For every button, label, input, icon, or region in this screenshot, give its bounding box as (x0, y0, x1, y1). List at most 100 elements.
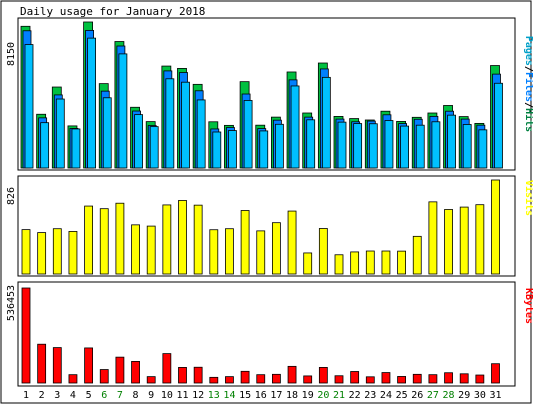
pages-bar-day-20 (321, 76, 331, 169)
pages-bar-day-25 (400, 125, 410, 169)
visits-bar-day-8 (131, 224, 140, 275)
day-label-9: 9 (148, 390, 154, 401)
visits-bar-day-3 (52, 228, 62, 275)
visits-bars (21, 179, 500, 275)
hits-panel-frame (17, 17, 516, 171)
visits-legend: Visits (523, 180, 533, 216)
kbytes-bar-day-23 (365, 376, 375, 384)
day-label-26: 26 (411, 390, 423, 401)
day-label-19: 19 (302, 390, 314, 401)
kbytes-legend: KBytes (523, 288, 533, 324)
pages-bar-day-30 (478, 129, 488, 169)
day-label-8: 8 (133, 390, 139, 401)
visits-bar-day-2 (37, 232, 47, 275)
visits-bar-day-10 (162, 204, 172, 275)
kbytes-y-max-label: 536453 (6, 285, 17, 321)
visits-bar-day-4 (68, 231, 78, 275)
kbytes-bar-day-1 (21, 287, 31, 384)
kbytes-bar-day-28 (444, 372, 453, 384)
kbytes-bar-day-15 (240, 370, 250, 384)
visits-bar-day-26 (412, 235, 422, 275)
kbytes-bar-day-16 (256, 374, 266, 384)
kbytes-bar-day-3 (52, 347, 62, 384)
kbytes-bar-day-9 (146, 376, 156, 384)
visits-bar-day-12 (193, 204, 203, 275)
visits-bar-day-28 (444, 209, 453, 275)
kbytes-panel-frame (17, 281, 516, 387)
pages-bar-day-28 (447, 114, 456, 169)
legend-part-0: Pages (523, 36, 533, 66)
day-axis-labels: 1 2 3 4 5 6 7 8 9 10 11 12 13 14 15 16 17 18 19 20 21 22 23 24 2… (23, 390, 502, 401)
legend-part-1: / (523, 66, 533, 72)
day-label-10: 10 (161, 390, 173, 401)
day-label-15: 15 (239, 390, 251, 401)
day-label-16: 16 (255, 390, 267, 401)
kbytes-bar-day-18 (287, 365, 297, 384)
pages-bar-day-26 (415, 124, 425, 169)
legend-part-2: Files (523, 72, 533, 102)
day-label-30: 30 (474, 390, 486, 401)
visits-bar-day-14 (225, 228, 234, 275)
pages-bar-day-21 (337, 121, 347, 169)
pages-bar-day-17 (274, 123, 284, 169)
day-label-4: 4 (70, 390, 76, 401)
visits-bar-day-6 (99, 208, 109, 275)
kbytes-bar-day-8 (131, 360, 140, 384)
visits-bar-day-24 (381, 250, 391, 275)
visits-bar-day-9 (146, 225, 156, 275)
kbytes-bar-day-29 (459, 373, 469, 384)
day-label-1: 1 (23, 390, 29, 401)
visits-bar-day-22 (350, 251, 360, 275)
pages-bar-day-19 (306, 119, 316, 169)
day-label-14: 14 (223, 390, 235, 401)
day-label-27: 27 (427, 390, 439, 401)
visits-bar-day-16 (256, 230, 266, 275)
kbytes-bar-day-20 (318, 367, 328, 384)
kbytes-bar-day-2 (37, 343, 47, 384)
day-label-18: 18 (286, 390, 298, 401)
pages-bar-day-24 (384, 120, 394, 169)
pages-bar-day-6 (102, 97, 112, 169)
pages-bar-day-2 (40, 122, 50, 169)
pages-bar-day-31 (494, 82, 503, 169)
visits-bar-day-29 (459, 206, 469, 275)
day-label-11: 11 (176, 390, 188, 401)
visits-bar-day-17 (271, 222, 281, 275)
kbytes-bar-day-12 (193, 366, 203, 384)
day-label-24: 24 (380, 390, 392, 401)
kbytes-bar-day-17 (271, 373, 281, 384)
pages-bar-day-23 (368, 123, 378, 169)
visits-bar-day-30 (475, 204, 485, 275)
day-label-13: 13 (208, 390, 220, 401)
day-label-28: 28 (443, 390, 455, 401)
kbytes-bar-day-31 (491, 363, 500, 384)
day-label-20: 20 (317, 390, 329, 401)
day-label-5: 5 (86, 390, 92, 401)
visits-bar-day-15 (240, 210, 250, 275)
kbytes-bar-day-7 (115, 356, 125, 384)
visits-bar-day-1 (21, 229, 31, 275)
pages-bar-day-22 (353, 123, 363, 169)
kbytes-bar-day-11 (178, 367, 187, 384)
day-label-7: 7 (117, 390, 123, 401)
visits-bar-day-7 (115, 202, 125, 275)
visits-bar-day-27 (428, 201, 438, 275)
visits-bar-day-21 (334, 254, 344, 275)
hits-y-max-label: 8150 (6, 42, 17, 66)
kbytes-bar-day-13 (209, 376, 219, 384)
visits-bar-day-18 (287, 210, 297, 275)
day-label-21: 21 (333, 390, 345, 401)
pages-bar-day-11 (181, 81, 190, 169)
day-label-25: 25 (396, 390, 408, 401)
kbytes-bar-day-26 (412, 373, 422, 384)
day-label-23: 23 (364, 390, 376, 401)
pages-bar-day-9 (149, 126, 159, 169)
day-label-6: 6 (101, 390, 107, 401)
day-label-29: 29 (458, 390, 470, 401)
day-label-31: 31 (489, 390, 501, 401)
pages-bar-day-8 (134, 114, 143, 169)
kbytes-bar-day-22 (350, 371, 360, 384)
